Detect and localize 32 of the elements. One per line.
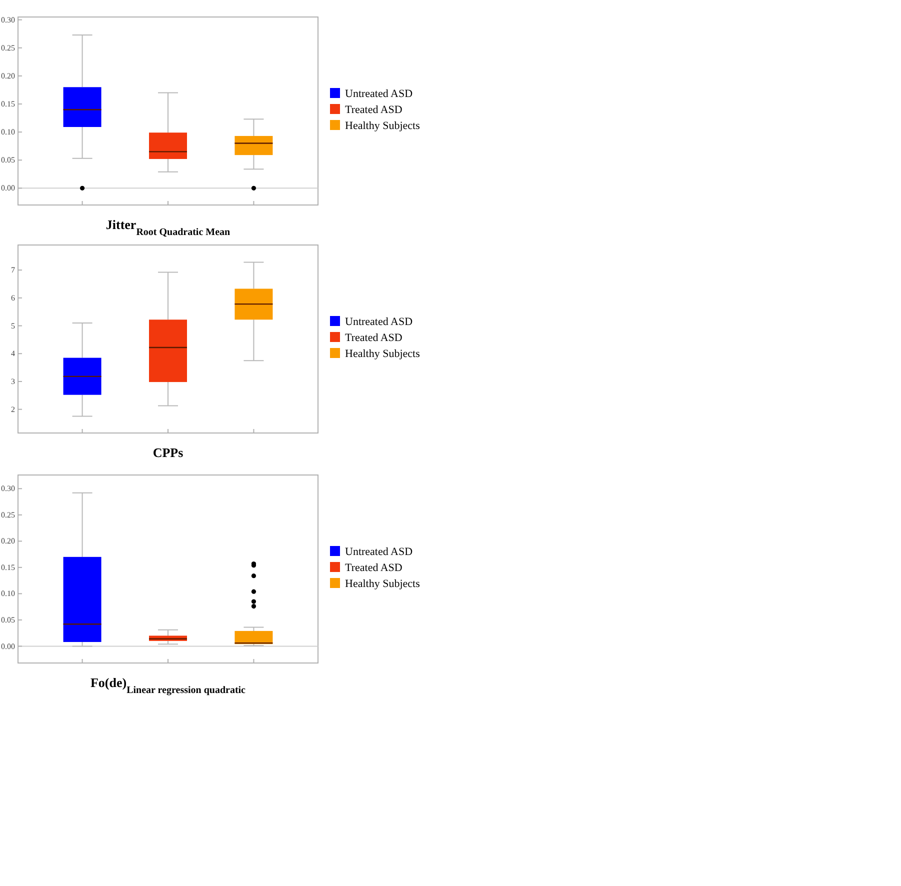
y-tick-label: 2 <box>11 404 15 414</box>
legend-label: Treated ASD <box>345 332 402 344</box>
y-tick-label: 0.15 <box>1 562 15 572</box>
y-tick-label: 4 <box>11 349 15 358</box>
y-tick-label: 0.25 <box>1 43 15 52</box>
y-tick-label: 5 <box>11 321 15 330</box>
legend-label: Treated ASD <box>345 562 402 574</box>
y-tick-label: 0.15 <box>1 100 15 109</box>
y-tick-label: 0.30 <box>1 15 15 24</box>
y-tick-label: 0.10 <box>1 128 15 137</box>
y-tick-label: 0.20 <box>1 536 15 546</box>
legend-label: Untreated ASD <box>345 316 413 328</box>
x-axis-title: CPPs <box>152 445 184 460</box>
y-tick-label: 0.20 <box>1 71 15 80</box>
legend-label: Untreated ASD <box>345 546 413 558</box>
x-axis-title: Fo(de)$_{Linear regression quadratic}$ <box>90 675 246 696</box>
x-axis-title: Jitter$_{Root Quadratic Mean}$ <box>106 217 231 238</box>
y-tick-label: 0.30 <box>1 484 15 494</box>
y-tick-label: 0.10 <box>1 589 15 598</box>
y-tick-label: 0.05 <box>1 156 15 165</box>
legend-label: Untreated ASD <box>345 88 413 100</box>
y-tick-label: 6 <box>11 293 15 302</box>
y-tick-label: 0.00 <box>1 184 15 193</box>
legend-label: Treated ASD <box>345 104 402 116</box>
y-tick-label: 0.05 <box>1 616 15 624</box>
y-tick-label: 3 <box>11 377 15 386</box>
y-tick-label: 0.00 <box>1 642 15 651</box>
y-tick-label: 0.25 <box>1 510 15 520</box>
y-tick-label: 7 <box>11 266 15 275</box>
legend-label: Healthy Subjects <box>345 120 420 132</box>
legend-label: Healthy Subjects <box>345 578 420 590</box>
legend-label: Healthy Subjects <box>345 348 420 360</box>
